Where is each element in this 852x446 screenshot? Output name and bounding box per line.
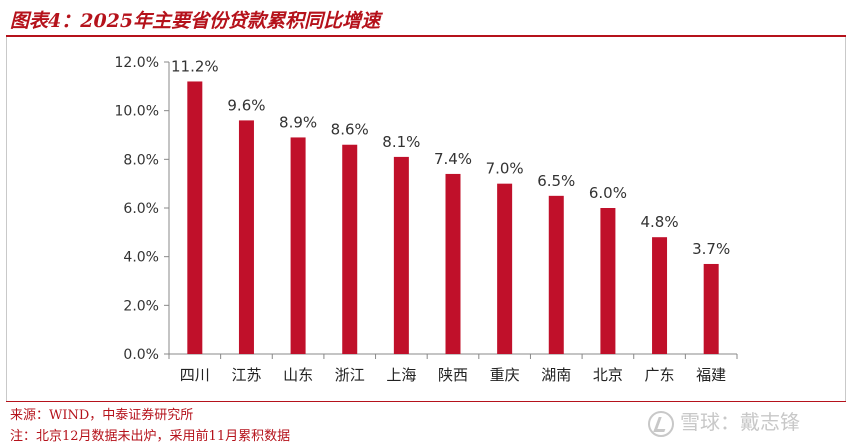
data-label: 8.1% <box>382 133 420 151</box>
x-tick-label: 浙江 <box>335 366 365 384</box>
data-label: 6.5% <box>537 172 575 190</box>
x-tick-label: 上海 <box>386 366 416 384</box>
x-tick-label: 江苏 <box>231 366 261 384</box>
bar <box>393 156 409 354</box>
watermark-text: 雪球：戴志锋 <box>680 410 800 434</box>
data-label: 8.9% <box>279 113 317 131</box>
bar <box>497 183 513 354</box>
data-label: 7.0% <box>486 160 524 178</box>
snowball-logo-icon <box>648 410 674 437</box>
x-tick-label: 四川 <box>180 366 210 384</box>
data-label: 4.8% <box>640 213 678 231</box>
bar <box>238 120 254 355</box>
y-tick-label: 12.0% <box>115 55 159 71</box>
watermark: 雪球：戴志锋 <box>648 406 800 437</box>
x-tick-label: 广东 <box>645 366 675 384</box>
y-tick-label: 10.0% <box>115 104 159 120</box>
x-tick-label: 北京 <box>593 366 623 384</box>
data-label: 3.7% <box>692 240 730 258</box>
data-label: 8.6% <box>331 121 369 139</box>
data-label: 9.6% <box>227 96 265 114</box>
y-tick-label: 8.0% <box>123 152 159 168</box>
footnote: 注：北京12月数据未出炉，采用前11月累积数据 <box>10 429 291 444</box>
source-note: 来源：WIND，中泰证券研究所 <box>10 408 194 423</box>
bar <box>342 144 358 354</box>
bar <box>600 208 616 354</box>
x-tick-label: 陕西 <box>438 366 468 384</box>
chart-title: 图表4：2025年主要省份贷款累积同比增速 <box>10 10 381 32</box>
x-tick-label: 山东 <box>283 366 313 384</box>
title-rule <box>6 35 846 37</box>
data-label: 11.2% <box>171 57 219 75</box>
y-tick-label: 2.0% <box>123 298 159 314</box>
frame-right-border <box>845 37 846 401</box>
y-tick-label: 4.0% <box>123 250 159 266</box>
bar <box>703 263 719 354</box>
bar <box>290 137 306 354</box>
y-tick-label: 0.0% <box>123 347 159 363</box>
x-tick-label: 重庆 <box>490 366 520 384</box>
data-label: 6.0% <box>589 184 627 202</box>
frame-left-border <box>6 37 7 401</box>
x-tick-label: 湖南 <box>541 366 571 384</box>
bar <box>445 173 461 354</box>
bar <box>548 195 564 354</box>
x-tick-label: 福建 <box>696 366 726 384</box>
bar <box>652 237 668 354</box>
y-tick-label: 6.0% <box>123 201 159 217</box>
data-label: 7.4% <box>434 150 472 168</box>
footer-rule <box>6 401 846 402</box>
bar <box>187 81 203 354</box>
